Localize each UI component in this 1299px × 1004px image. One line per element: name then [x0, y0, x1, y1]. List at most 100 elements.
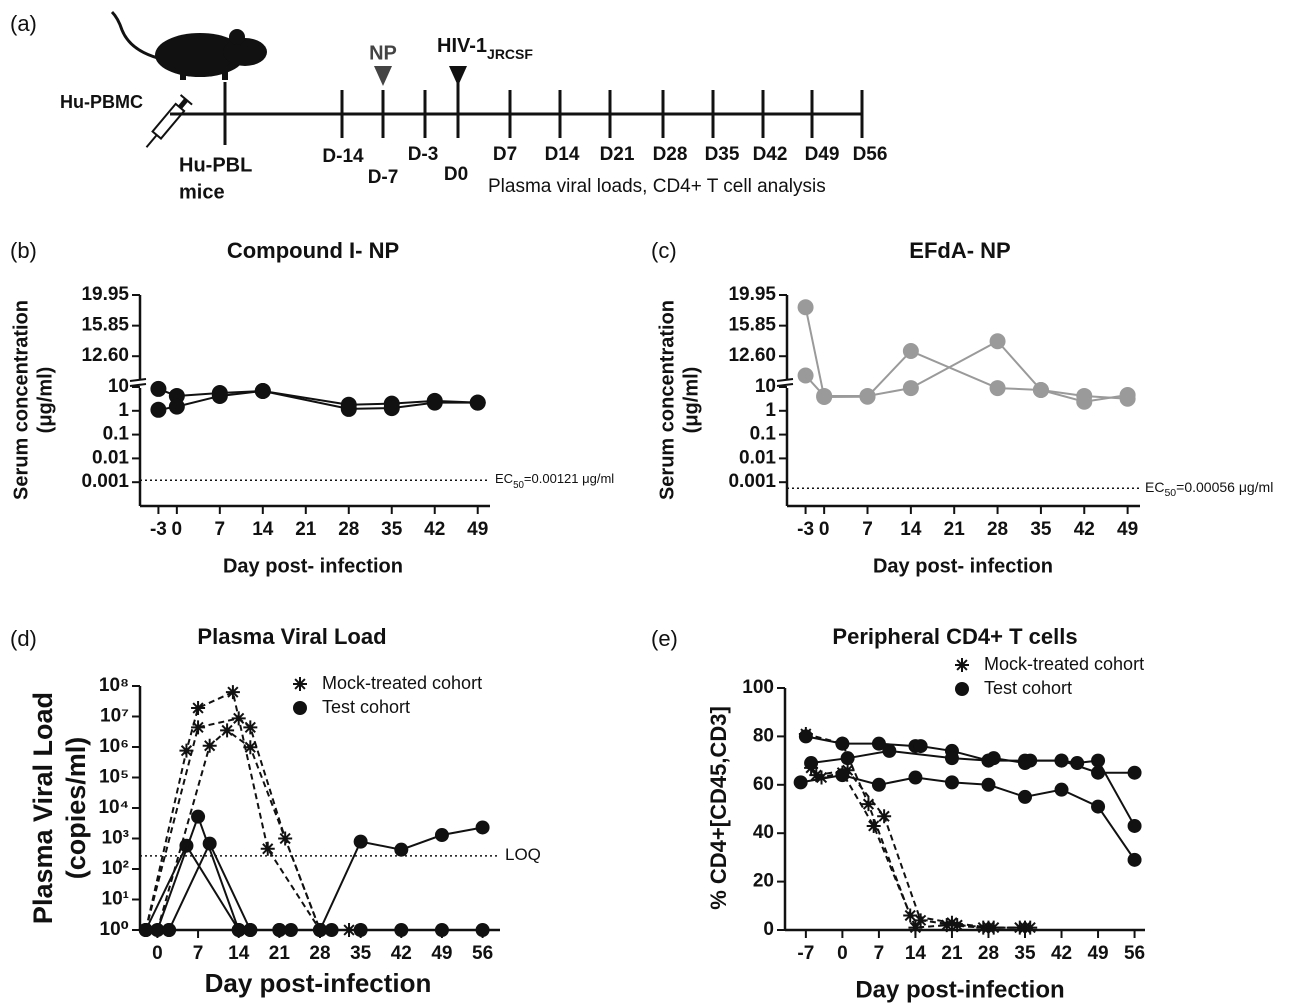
circle-marker	[394, 923, 409, 937]
x-tick-label: 7	[215, 519, 226, 540]
asterisk-marker	[243, 720, 258, 735]
circle-marker	[989, 380, 1006, 397]
reference-label: EC50=0.00056 μg/ml	[1145, 479, 1273, 499]
y-tick-label: 10⁷	[100, 706, 129, 727]
asterisk-marker	[202, 738, 217, 753]
circle-marker	[797, 367, 814, 384]
y-tick-label: 0.1	[750, 424, 777, 445]
chart-title: EFdA- NP	[909, 238, 1010, 263]
circle-marker	[340, 400, 357, 417]
asterisk-marker	[220, 723, 235, 738]
circle-marker	[475, 820, 490, 835]
series-line	[156, 813, 320, 931]
x-tick-label: 7	[193, 943, 204, 964]
timeline-day: D42	[753, 144, 788, 165]
np-arrow	[374, 66, 392, 86]
asterisk-marker	[840, 763, 855, 778]
x-tick-label: 49	[1087, 943, 1108, 964]
axis-break	[776, 378, 794, 382]
asterisk-marker	[1023, 920, 1038, 935]
x-tick-label: 14	[228, 943, 250, 964]
reference-label-sub: 50	[1164, 487, 1176, 499]
x-tick-label: -7	[797, 943, 814, 964]
x-tick-label: 49	[1117, 519, 1138, 540]
y-axis-title: % CD4+[CD45,CD3]	[706, 706, 731, 910]
x-tick-label: 28	[309, 943, 330, 964]
circle-marker	[944, 775, 959, 790]
reference-label-main: EC	[1145, 479, 1164, 495]
x-tick-label: -3	[797, 519, 814, 540]
timeline-day: D49	[805, 144, 840, 165]
circle-marker	[162, 923, 177, 937]
y-tick-label: 12.60	[81, 345, 129, 366]
circle-marker	[1054, 753, 1069, 768]
circle-marker	[871, 777, 886, 792]
timeline-day: D14	[545, 144, 580, 165]
y-tick-label: 10¹	[102, 889, 129, 910]
chart-title: Plasma Viral Load	[197, 624, 386, 649]
hiv-label: HIV-1JRCSF	[437, 35, 533, 61]
y-tick-label: 0.001	[81, 471, 129, 492]
timeline-day: D56	[853, 144, 888, 165]
asterisk-marker	[908, 920, 923, 935]
asterisk-marker	[913, 913, 928, 928]
x-tick-label: 21	[295, 519, 317, 540]
circle-marker	[902, 343, 919, 360]
x-tick-label: 14	[900, 519, 922, 540]
asterisk-marker	[866, 818, 881, 833]
asterisk-marker	[191, 700, 206, 715]
series-line	[816, 769, 1031, 929]
series-line	[144, 717, 321, 931]
y-tick-label: 0.001	[728, 471, 776, 492]
circle-marker	[353, 923, 368, 937]
x-tick-label: 49	[467, 519, 488, 540]
circle-marker	[150, 401, 167, 418]
timeline-day: D-14	[322, 146, 364, 167]
circle-marker	[835, 768, 850, 783]
circle-marker	[469, 394, 486, 411]
x-tick-label: 0	[819, 519, 830, 540]
axis-break	[129, 383, 147, 387]
circle-marker	[1127, 852, 1142, 867]
hiv-label-sub: JRCSF	[487, 46, 533, 62]
circle-marker	[426, 394, 443, 411]
x-axis-title: Day post- infection	[223, 555, 403, 577]
asterisk-marker	[877, 809, 892, 824]
asterisk-marker	[955, 658, 969, 672]
x-tick-label: 0	[152, 943, 163, 964]
x-tick-label: 7	[862, 519, 873, 540]
panel-label: (a)	[10, 11, 37, 36]
circle-marker	[1032, 381, 1049, 398]
y-tick-label: 10⁸	[99, 675, 129, 696]
circle-marker	[840, 751, 855, 766]
y-tick-label: 10²	[102, 858, 129, 879]
circle-marker	[908, 770, 923, 785]
circle-marker	[835, 736, 850, 751]
circle-marker	[168, 398, 185, 415]
asterisk-marker	[225, 685, 240, 700]
circle-marker	[202, 836, 217, 851]
circle-marker	[254, 382, 271, 399]
circle-marker	[243, 923, 258, 937]
start-label: mice	[179, 181, 225, 203]
circle-marker	[981, 777, 996, 792]
circle-marker	[211, 387, 228, 404]
asterisk-marker	[939, 918, 954, 933]
x-tick-label: 7	[874, 943, 885, 964]
circle-marker	[434, 828, 449, 843]
y-tick-label: 40	[753, 822, 774, 843]
x-tick-label: 56	[1124, 943, 1145, 964]
series-line	[804, 307, 1128, 400]
chart-title: Compound I- NP	[227, 238, 399, 263]
circle-marker	[383, 400, 400, 417]
asterisk-marker	[814, 770, 829, 785]
series-line	[810, 767, 1020, 929]
circle-marker	[1076, 393, 1093, 410]
timeline-day: D0	[444, 164, 468, 185]
circle-marker	[475, 923, 490, 937]
circle-marker	[1091, 753, 1106, 768]
circle-marker	[804, 756, 819, 771]
x-tick-label: -3	[150, 519, 167, 540]
y-axis-title: (μg/ml)	[34, 367, 56, 434]
x-tick-label: 42	[1051, 943, 1072, 964]
